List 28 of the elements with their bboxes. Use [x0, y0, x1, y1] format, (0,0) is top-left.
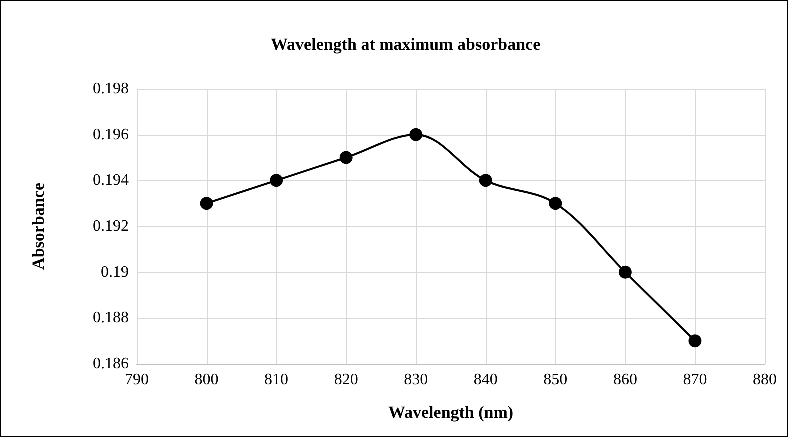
y-tick-label: 0.186	[93, 356, 129, 372]
point	[688, 334, 702, 348]
y-axis-title: Absorbance	[29, 182, 48, 270]
chart-title: Wavelength at maximum absorbance	[271, 35, 542, 54]
x-tick-label: 800	[194, 372, 219, 388]
point	[549, 197, 562, 210]
point	[410, 128, 423, 142]
point	[270, 174, 284, 188]
x-axis-title: Wavelength (nm)	[388, 403, 514, 422]
point	[340, 151, 353, 164]
y-tick-label: 0.194	[93, 172, 129, 190]
point	[479, 174, 492, 188]
x-tick-label: 850	[544, 372, 568, 388]
x-tick-label: 820	[334, 372, 358, 388]
y-tick-label: 0.192	[93, 218, 129, 235]
x-tick-label: 790	[125, 372, 149, 388]
x-tick-label: 840	[474, 372, 498, 388]
x-tick-label: 830	[404, 372, 428, 388]
x-tick-label: 870	[683, 372, 708, 388]
x-tick-label: 860	[613, 372, 638, 388]
point	[618, 266, 632, 279]
x-tick-label: 810	[264, 372, 289, 388]
y-tick-label: 0.19	[101, 264, 129, 281]
y-tick-label: 0.196	[93, 126, 129, 144]
point	[200, 197, 214, 210]
y-tick-label: 0.198	[93, 80, 129, 98]
y-tick-label: 0.188	[93, 310, 129, 327]
x-tick-label: 880	[753, 372, 777, 388]
